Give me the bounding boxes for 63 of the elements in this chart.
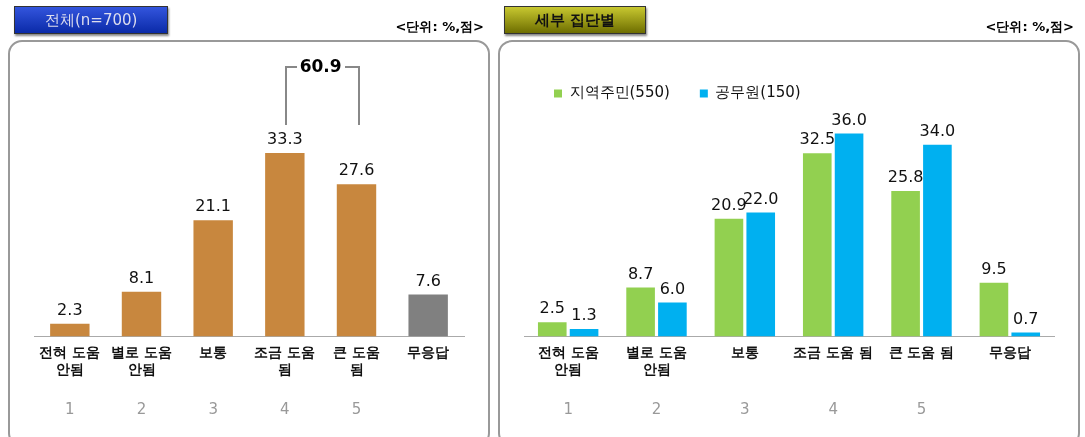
data-label: 34.0 [919,120,956,140]
text: 2 [136,399,147,418]
data-label: 32.5 [799,129,836,149]
data-label: 7.6 [415,270,441,290]
text: 4 [828,399,838,418]
bar [626,287,655,337]
text: 5 [351,399,362,418]
x-tick-label: 무응답 [988,344,1031,361]
bar [265,152,305,337]
bar [1011,332,1041,337]
x-tick-label: 조금 도움 됨 [254,344,316,378]
text: 3 [740,399,750,418]
bar [891,191,920,337]
data-label: 27.6 [338,160,375,180]
bar [537,322,567,337]
text: 1 [563,399,573,418]
data-label: 33.3 [267,129,303,149]
x-tick-label: 별로 도움 안됨 [626,344,687,378]
bar [193,220,233,337]
data-label: 8.7 [627,263,654,283]
text: 5 [916,399,927,418]
bar [834,133,864,337]
text: 60.9 [296,56,345,76]
bar [408,294,448,337]
chart-subtitle: <단위: %,점> [395,18,484,36]
x-tick-label: 보통 [199,344,228,361]
bar [979,282,1009,337]
x-tick-label: 큰 도움 됨 [333,344,380,378]
bar [746,212,776,337]
x-tick-label: 별로 도움 안됨 [111,344,172,378]
text: 4 [280,399,290,418]
legend-label: 공무원(150) [715,83,801,102]
bar [802,153,832,337]
data-label: 9.5 [981,259,1007,279]
bar [923,144,952,337]
chart-title: 세부 집단별 [504,6,647,34]
bar [658,302,687,337]
data-label: 36.0 [831,109,867,129]
bar [336,184,377,337]
x-tick-label: 무응답 [407,344,450,361]
x-tick-label: 전혀 도움 안됨 [39,344,101,378]
bar [569,329,599,337]
legend-label: 지역주민(550) [569,83,670,102]
x-tick-label: 조금 도움 됨 [793,344,874,361]
data-label: 6.0 [659,278,686,298]
data-label: 25.8 [887,167,924,187]
text: 3 [208,399,218,418]
x-tick-label: 전혀 도움 안됨 [537,344,599,378]
text: 2 [651,399,662,418]
bar [714,218,744,337]
data-label: 0.7 [1013,308,1039,328]
chart-subtitle: <단위: %,점> [985,18,1074,36]
x-tick-label: 큰 도움 됨 [888,344,955,361]
data-label: 8.1 [128,267,155,287]
bar [50,323,90,337]
text: 1 [65,399,75,418]
x-tick-label: 보통 [730,344,759,361]
chart-title: 전체(n=700) [14,6,169,34]
data-label: 2.5 [539,298,565,318]
data-label: 1.3 [571,305,597,325]
bar [121,291,162,337]
data-label: 2.3 [57,299,83,319]
data-label: 21.1 [195,196,231,216]
